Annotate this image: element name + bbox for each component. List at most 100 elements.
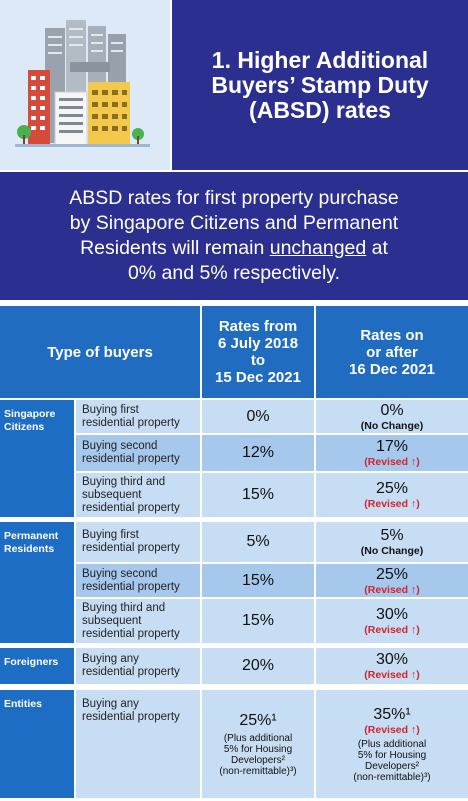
note-line: (Plus additional xyxy=(357,738,427,750)
new-rate-value: 30% xyxy=(375,606,409,623)
no-change-label: (No Change) xyxy=(360,545,424,557)
desc-line: residential property xyxy=(82,627,180,640)
column-header-new-rates: Rates on or after 16 Dec 2021 xyxy=(316,306,468,398)
note-line: Developers² xyxy=(365,760,419,772)
new-rate-value: 25% xyxy=(375,480,409,497)
old-rate-cell: 15% xyxy=(202,564,314,597)
no-change-label: (No Change) xyxy=(360,419,424,432)
note-line: (Plus additional xyxy=(223,732,293,744)
buildings-icon xyxy=(15,20,150,147)
category-foreigners: Foreigners xyxy=(0,648,74,684)
desc-line: residential property xyxy=(82,711,180,723)
row-description: Buying first residential property xyxy=(76,522,200,562)
desc-line: residential property xyxy=(82,542,180,554)
category-line: Foreigners xyxy=(4,656,59,668)
desc-line: residential property xyxy=(82,501,180,514)
old-rate-value: 20% xyxy=(241,657,275,674)
revised-label: (Revised ↑) xyxy=(364,498,420,510)
new-rate-value: 35%¹ xyxy=(373,705,411,723)
row-description: Buying any residential property xyxy=(76,690,200,798)
category-entities: Entities xyxy=(0,690,74,798)
old-rate-cell: 15% xyxy=(202,473,314,517)
desc-line: residential property xyxy=(82,453,180,465)
desc-line: residential property xyxy=(82,416,180,429)
new-rate-cell: 35%¹ (Revised ↑) (Plus additional 5% for… xyxy=(316,690,468,798)
housing-developer-note: (Plus additional 5% for Housing Develope… xyxy=(219,733,296,777)
category-line: Citizens xyxy=(4,421,45,433)
intro-text: at xyxy=(366,237,388,259)
revised-label: (Revised ↑) xyxy=(364,583,420,596)
column-header-line: or after xyxy=(366,343,418,361)
intro-line: ABSD rates for first property purchase xyxy=(69,187,399,209)
old-rate-cell: 0% xyxy=(202,400,314,433)
old-rate-value: 15% xyxy=(241,612,275,629)
old-rate-cell: 12% xyxy=(202,435,314,471)
desc-line: Buying any xyxy=(82,653,139,665)
row-description: Buying third and subsequent residential pr… xyxy=(76,599,200,643)
title-line: (ABSD) rates xyxy=(249,96,391,123)
note-line: (non-remittable)³) xyxy=(219,765,297,777)
column-header-line: Rates on xyxy=(360,326,424,344)
new-rate-cell: 25% (Revised ↑) xyxy=(316,564,468,597)
category-line: Entities xyxy=(4,698,42,710)
old-rate-cell: 25%¹ (Plus additional 5% for Housing Dev… xyxy=(202,690,314,798)
column-header-line: 6 July 2018 xyxy=(217,335,299,352)
new-rate-cell: 0% (No Change) xyxy=(316,400,468,433)
desc-line: residential property xyxy=(82,666,180,678)
old-rate-value: 0% xyxy=(246,407,270,425)
old-rate-cell: 20% xyxy=(202,648,314,684)
new-rate-value: 0% xyxy=(380,401,404,419)
note-line: 5% for Housing xyxy=(223,743,293,755)
category-line: Singapore xyxy=(4,408,56,420)
desc-line: Buying first xyxy=(82,529,139,541)
column-header-old-rates: Rates from 6 July 2018 to 15 Dec 2021 xyxy=(202,306,314,398)
category-singapore-citizens: Singapore Citizens xyxy=(0,400,74,517)
desc-line: Buying first xyxy=(82,403,139,416)
category-line: Residents xyxy=(4,543,55,555)
new-rate-value: 25% xyxy=(375,565,409,583)
old-rate-value: 25%¹ xyxy=(239,711,277,729)
column-header-line: 16 Dec 2021 xyxy=(349,360,435,378)
intro-line: Residents will remain unchanged at xyxy=(10,236,458,261)
title-line: Buyers’ Stamp Duty xyxy=(211,71,429,98)
new-rate-cell: 30% (Revised ↑) xyxy=(316,599,468,643)
row-description: Buying any residential property xyxy=(76,648,200,684)
new-rate-cell: 30% (Revised ↑) xyxy=(316,648,468,684)
column-header-line: 15 Dec 2021 xyxy=(215,369,301,386)
desc-line: Buying third and xyxy=(82,475,166,488)
column-header-line: to xyxy=(250,352,266,369)
old-rate-value: 15% xyxy=(241,571,275,589)
old-rate-cell: 15% xyxy=(202,599,314,643)
revised-label: (Revised ↑) xyxy=(364,669,420,681)
column-header-label: Type of buyers xyxy=(47,343,153,361)
desc-line: subsequent xyxy=(82,614,142,627)
new-rate-value: 17% xyxy=(375,438,409,455)
desc-line: Buying third and xyxy=(82,601,166,614)
housing-developer-note: (Plus additional 5% for Housing Develope… xyxy=(353,739,430,783)
row-description: Buying third and subsequent residential pr… xyxy=(76,473,200,517)
intro-line: by Singapore Citizens and Permanent xyxy=(69,212,399,234)
desc-line: subsequent xyxy=(82,488,142,501)
column-header-line: Rates from xyxy=(218,318,298,335)
title-line: 1. Higher Additional xyxy=(211,46,429,73)
page-title: 1. Higher Additional Buyers’ Stamp Duty … xyxy=(172,0,468,170)
buildings-illustration xyxy=(0,0,170,170)
desc-line: residential property xyxy=(82,580,180,593)
note-line: (non-remittable)³) xyxy=(353,771,431,783)
intro-text: Residents will remain xyxy=(80,237,270,259)
old-rate-value: 12% xyxy=(241,444,275,461)
intro-line: 0% and 5% respectively. xyxy=(127,262,341,284)
intro-emphasis: unchanged xyxy=(269,237,367,259)
revised-label: (Revised ↑) xyxy=(364,624,420,636)
new-rate-cell: 25% (Revised ↑) xyxy=(316,473,468,517)
row-description: Buying second residential property xyxy=(76,435,200,471)
desc-line: Buying second xyxy=(82,440,158,452)
note-line: 5% for Housing xyxy=(357,749,427,761)
new-rate-cell: 17% (Revised ↑) xyxy=(316,435,468,471)
column-header-type: Type of buyers xyxy=(0,306,200,398)
revised-label: (Revised ↑) xyxy=(364,456,420,468)
revised-label: (Revised ↑) xyxy=(364,723,420,736)
row-description: Buying first residential property xyxy=(76,400,200,433)
intro-paragraph: ABSD rates for first property purchase b… xyxy=(0,172,468,300)
category-line: Permanent xyxy=(4,530,59,542)
